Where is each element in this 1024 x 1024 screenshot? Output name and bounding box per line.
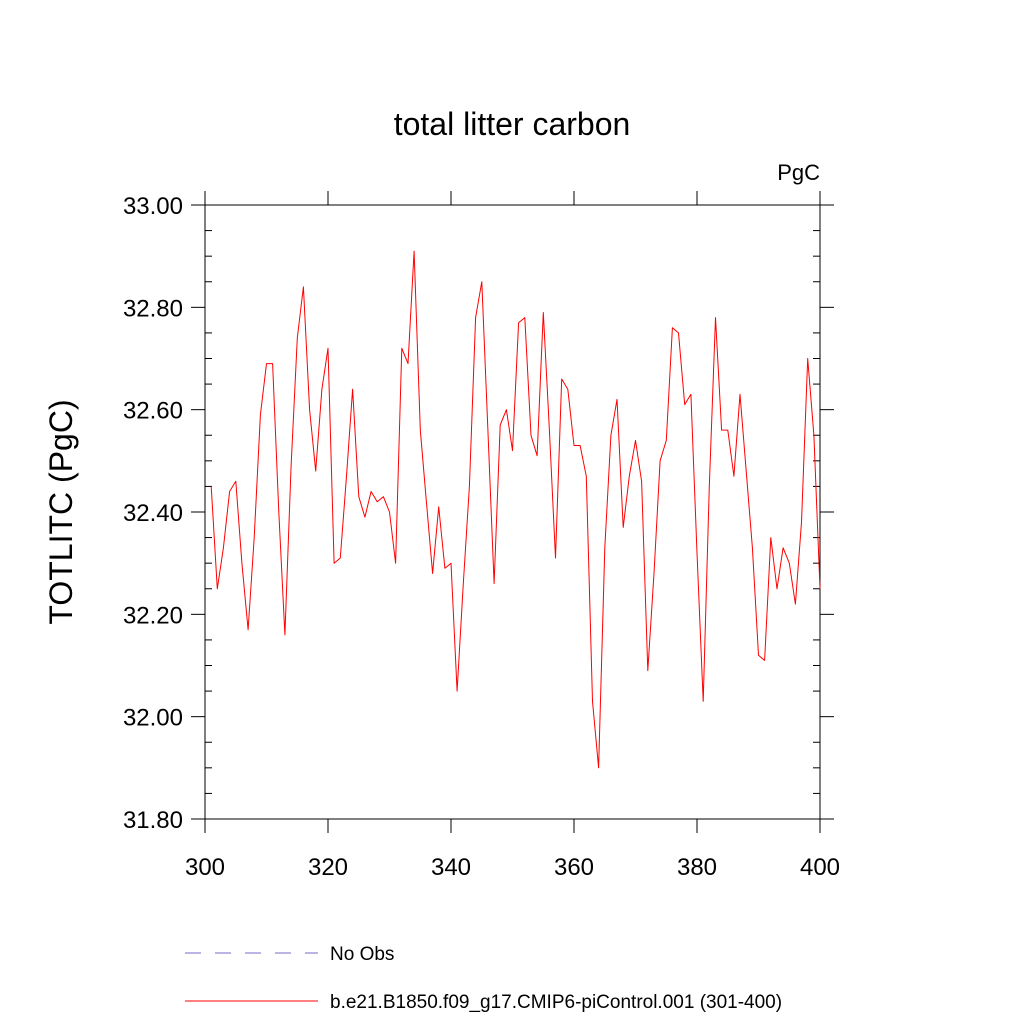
x-tick-label: 340 bbox=[431, 854, 471, 881]
y-tick-label: 32.60 bbox=[123, 398, 183, 425]
y-minor-ticks bbox=[205, 230, 820, 794]
plot-frame bbox=[204, 204, 821, 820]
legend: No Obs b.e21.B1850.f09_g17.CMIP6-piContr… bbox=[185, 944, 782, 1013]
x-ticks: 300 320 340 360 380 400 bbox=[185, 191, 840, 881]
y-tick-label: 33.00 bbox=[123, 193, 183, 220]
series-lines bbox=[210, 250, 821, 769]
x-tick-label: 300 bbox=[185, 854, 225, 881]
legend-label-no-obs: No Obs bbox=[330, 944, 394, 965]
x-tick-label: 380 bbox=[677, 854, 717, 881]
legend-label-model: b.e21.B1850.f09_g17.CMIP6-piControl.001 … bbox=[330, 992, 782, 1013]
y-tick-label: 32.20 bbox=[123, 602, 183, 629]
y-tick-label: 31.80 bbox=[123, 807, 183, 834]
x-tick-label: 400 bbox=[800, 854, 840, 881]
y-axis-title: TOTLITC (PgC) bbox=[43, 399, 79, 624]
y-tick-label: 32.80 bbox=[123, 295, 183, 322]
x-tick-label: 320 bbox=[308, 854, 348, 881]
y-ticks: 31.80 32.00 32.20 32.40 32.60 32.80 33.00 bbox=[123, 193, 834, 834]
x-tick-label: 360 bbox=[554, 854, 594, 881]
y-tick-label: 32.00 bbox=[123, 705, 183, 732]
units-label: PgC bbox=[777, 160, 820, 185]
chart-title: total litter carbon bbox=[394, 106, 631, 142]
series-line-1 bbox=[210, 250, 821, 769]
y-tick-label: 32.40 bbox=[123, 500, 183, 527]
